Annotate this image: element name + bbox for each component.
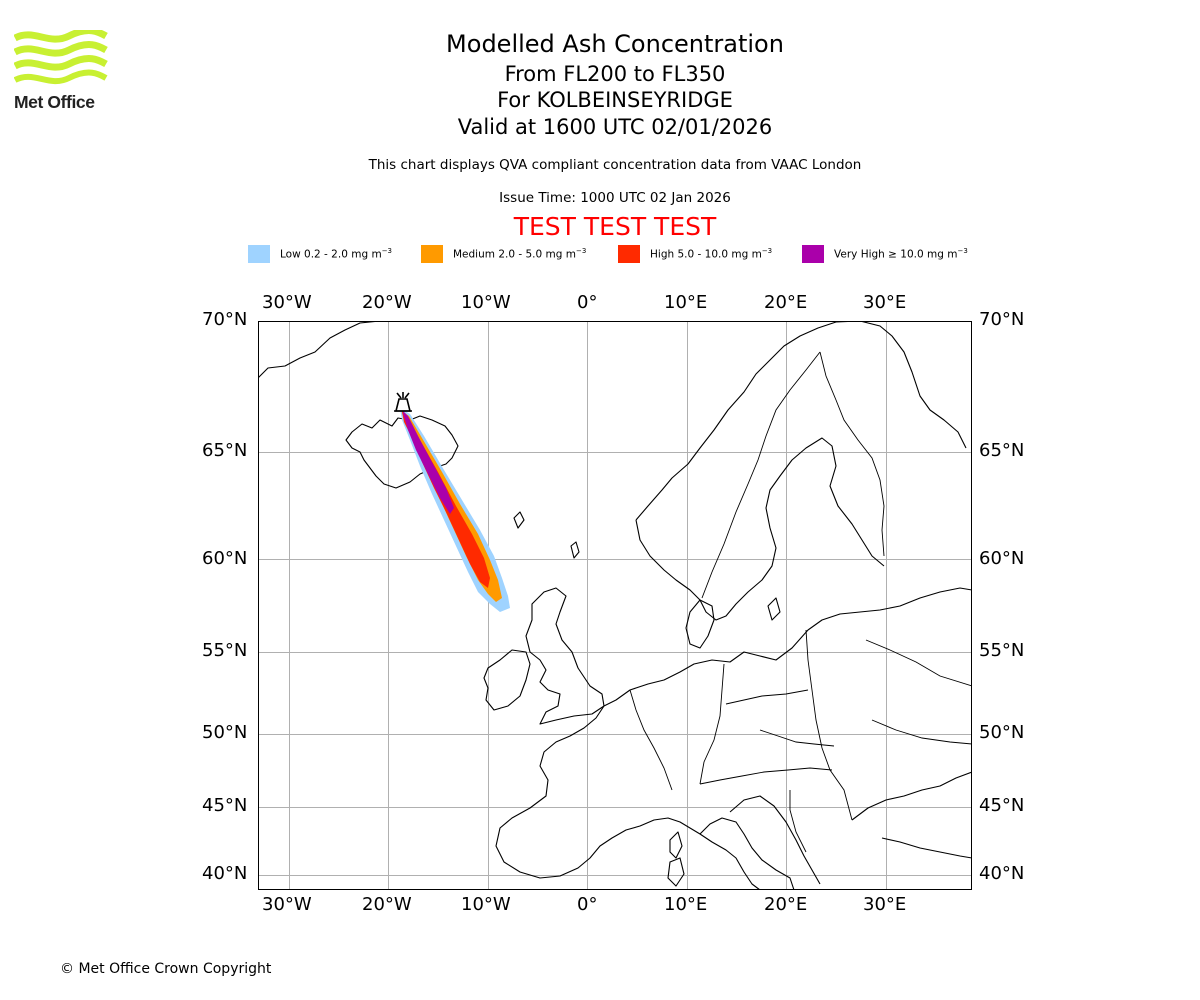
copyright-notice: © Met Office Crown Copyright <box>60 961 272 977</box>
coast-gotland <box>767 597 781 621</box>
valid-time: Valid at 1600 UTC 02/01/2026 <box>457 115 773 139</box>
volcano-icon <box>394 392 412 412</box>
legend-item-low: Low 0.2 - 2.0 mg m−3 <box>248 244 392 264</box>
lat-tick-right-60n: 60°N <box>979 548 1025 569</box>
coast-iceland <box>345 415 459 489</box>
legend-item-high: High 5.0 - 10.0 mg m−3 <box>618 244 772 264</box>
test-banner: TEST TEST TEST <box>513 212 717 241</box>
coast-norway-north <box>635 321 967 521</box>
legend-swatch-very-high <box>802 245 824 263</box>
issue-time: Issue Time: 1000 UTC 02 Jan 2026 <box>499 190 731 206</box>
lat-tick-right-45n: 45°N <box>979 795 1025 816</box>
lat-tick-left-65n: 65°N <box>202 440 248 461</box>
flight-level-range: From FL200 to FL350 <box>504 62 726 86</box>
legend-label-high: High 5.0 - 10.0 mg m−3 <box>650 247 773 261</box>
lon-tick-bottom-30w: 30°W <box>262 894 312 915</box>
coast-sweden-finland <box>635 437 885 621</box>
lat-tick-left-55n: 55°N <box>202 640 248 661</box>
coast-black-sea <box>851 771 972 821</box>
lon-tick-bottom-30e: 30°E <box>863 894 907 915</box>
lat-tick-right-65n: 65°N <box>979 440 1025 461</box>
met-office-wordmark: Met Office <box>14 92 95 112</box>
lon-tick-bottom-0: 0° <box>577 894 598 915</box>
legend-swatch-low <box>248 245 270 263</box>
chart-description: This chart displays QVA compliant concen… <box>368 157 862 173</box>
lat-tick-right-70n: 70°N <box>979 309 1025 330</box>
lat-tick-left-50n: 50°N <box>202 722 248 743</box>
borders <box>629 351 972 853</box>
lon-tick-top-20w: 20°W <box>362 292 412 313</box>
lon-tick-top-0: 0° <box>577 292 598 313</box>
map-frame <box>258 321 972 890</box>
border-alps <box>699 767 833 785</box>
coast-turkey <box>881 837 972 859</box>
legend-item-very-high: Very High ≥ 10.0 mg m−3 <box>802 244 968 264</box>
lon-tick-bottom-10w: 10°W <box>461 894 511 915</box>
graticule <box>258 321 972 890</box>
coast-great-britain <box>525 587 605 725</box>
legend-label-medium: Medium 2.0 - 5.0 mg m−3 <box>453 247 587 261</box>
chart-title: Modelled Ash Concentration <box>446 30 784 58</box>
lat-tick-right-40n: 40°N <box>979 863 1025 884</box>
legend-swatch-medium <box>421 245 443 263</box>
border-norway-sweden <box>701 351 821 599</box>
lat-tick-left-45n: 45°N <box>202 795 248 816</box>
coast-ireland <box>483 649 531 711</box>
lon-tick-top-10w: 10°W <box>461 292 511 313</box>
coast-denmark <box>685 599 715 649</box>
lat-tick-left-60n: 60°N <box>202 548 248 569</box>
coast-corsica <box>669 831 683 859</box>
coast-faroes <box>513 511 525 529</box>
plume-very-high <box>402 410 454 514</box>
lon-tick-top-20e: 20°E <box>764 292 808 313</box>
lat-tick-left-70n: 70°N <box>202 309 248 330</box>
coast-shetland <box>570 541 580 559</box>
border-finland-russia <box>819 351 885 557</box>
lat-tick-right-55n: 55°N <box>979 640 1025 661</box>
coast-north-europe <box>603 587 972 707</box>
volcano-name: For KOLBEINSEYRIDGE <box>497 88 733 112</box>
legend-label-very-high: Very High ≥ 10.0 mg m−3 <box>834 247 968 261</box>
border-france-belgium <box>629 689 673 791</box>
lon-tick-top-10e: 10°E <box>664 292 708 313</box>
border-balkans <box>789 790 807 853</box>
lat-tick-left-40n: 40°N <box>202 863 248 884</box>
coast-greenland <box>258 321 381 379</box>
border-belarus <box>865 639 972 687</box>
map-background <box>258 321 972 890</box>
border-ukraine <box>871 719 972 745</box>
border-czech <box>759 729 835 747</box>
lon-tick-top-30e: 30°E <box>863 292 907 313</box>
coast-sardinia <box>667 857 685 887</box>
lat-tick-right-50n: 50°N <box>979 722 1025 743</box>
coastlines <box>258 321 972 890</box>
border-germany-poland <box>725 689 809 705</box>
border-poland-east <box>805 629 853 821</box>
coast-italy <box>699 817 795 890</box>
lon-tick-bottom-20w: 20°W <box>362 894 412 915</box>
legend-label-low: Low 0.2 - 2.0 mg m−3 <box>280 247 393 261</box>
coast-adriatic <box>729 795 821 885</box>
coast-south-europe <box>495 705 761 890</box>
lon-tick-bottom-20e: 20°E <box>764 894 808 915</box>
lon-tick-top-30w: 30°W <box>262 292 312 313</box>
border-germany-west <box>699 663 725 785</box>
met-office-logo: Met Office <box>13 27 109 112</box>
legend-item-medium: Medium 2.0 - 5.0 mg m−3 <box>421 244 586 264</box>
lon-tick-bottom-10e: 10°E <box>664 894 708 915</box>
legend-swatch-high <box>618 245 640 263</box>
met-office-wave-icon <box>13 27 108 85</box>
